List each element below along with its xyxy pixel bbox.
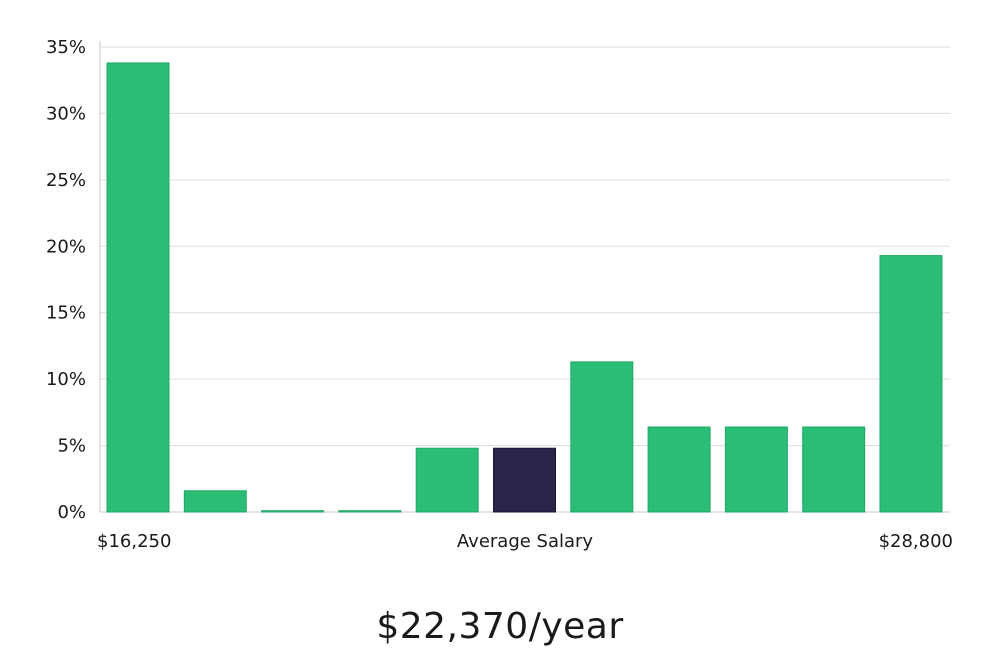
bar-highlight [493, 447, 556, 513]
x-min-label: $16,250 [97, 531, 171, 552]
y-tick-label: 25% [46, 170, 86, 191]
bar [106, 62, 170, 513]
bar [415, 447, 479, 513]
bar [802, 426, 866, 513]
bar [570, 361, 634, 513]
y-axis-ticks: 0% 5% 10% 15% 20% 25% 30% 35% [46, 37, 86, 523]
average-salary-value: $22,370/year [376, 606, 624, 647]
salary-distribution-chart: 0% 5% 10% 15% 20% 25% 30% 35% $16,250 Average S… [46, 37, 953, 552]
y-tick-label: 20% [46, 236, 86, 257]
y-tick-label: 5% [57, 436, 86, 457]
y-tick-label: 10% [46, 369, 86, 390]
y-tick-label: 0% [57, 502, 86, 523]
y-tick-label: 35% [46, 37, 86, 58]
y-tick-label: 30% [46, 103, 86, 124]
x-max-label: $28,800 [879, 531, 953, 552]
bars [106, 62, 943, 513]
bar [647, 426, 711, 513]
bar [879, 255, 943, 513]
x-center-label: Average Salary [457, 531, 594, 552]
bar [183, 490, 247, 513]
bar [724, 426, 788, 513]
bar [261, 510, 325, 513]
bar [338, 510, 402, 513]
y-tick-label: 15% [46, 303, 86, 324]
gridlines [100, 46, 950, 513]
